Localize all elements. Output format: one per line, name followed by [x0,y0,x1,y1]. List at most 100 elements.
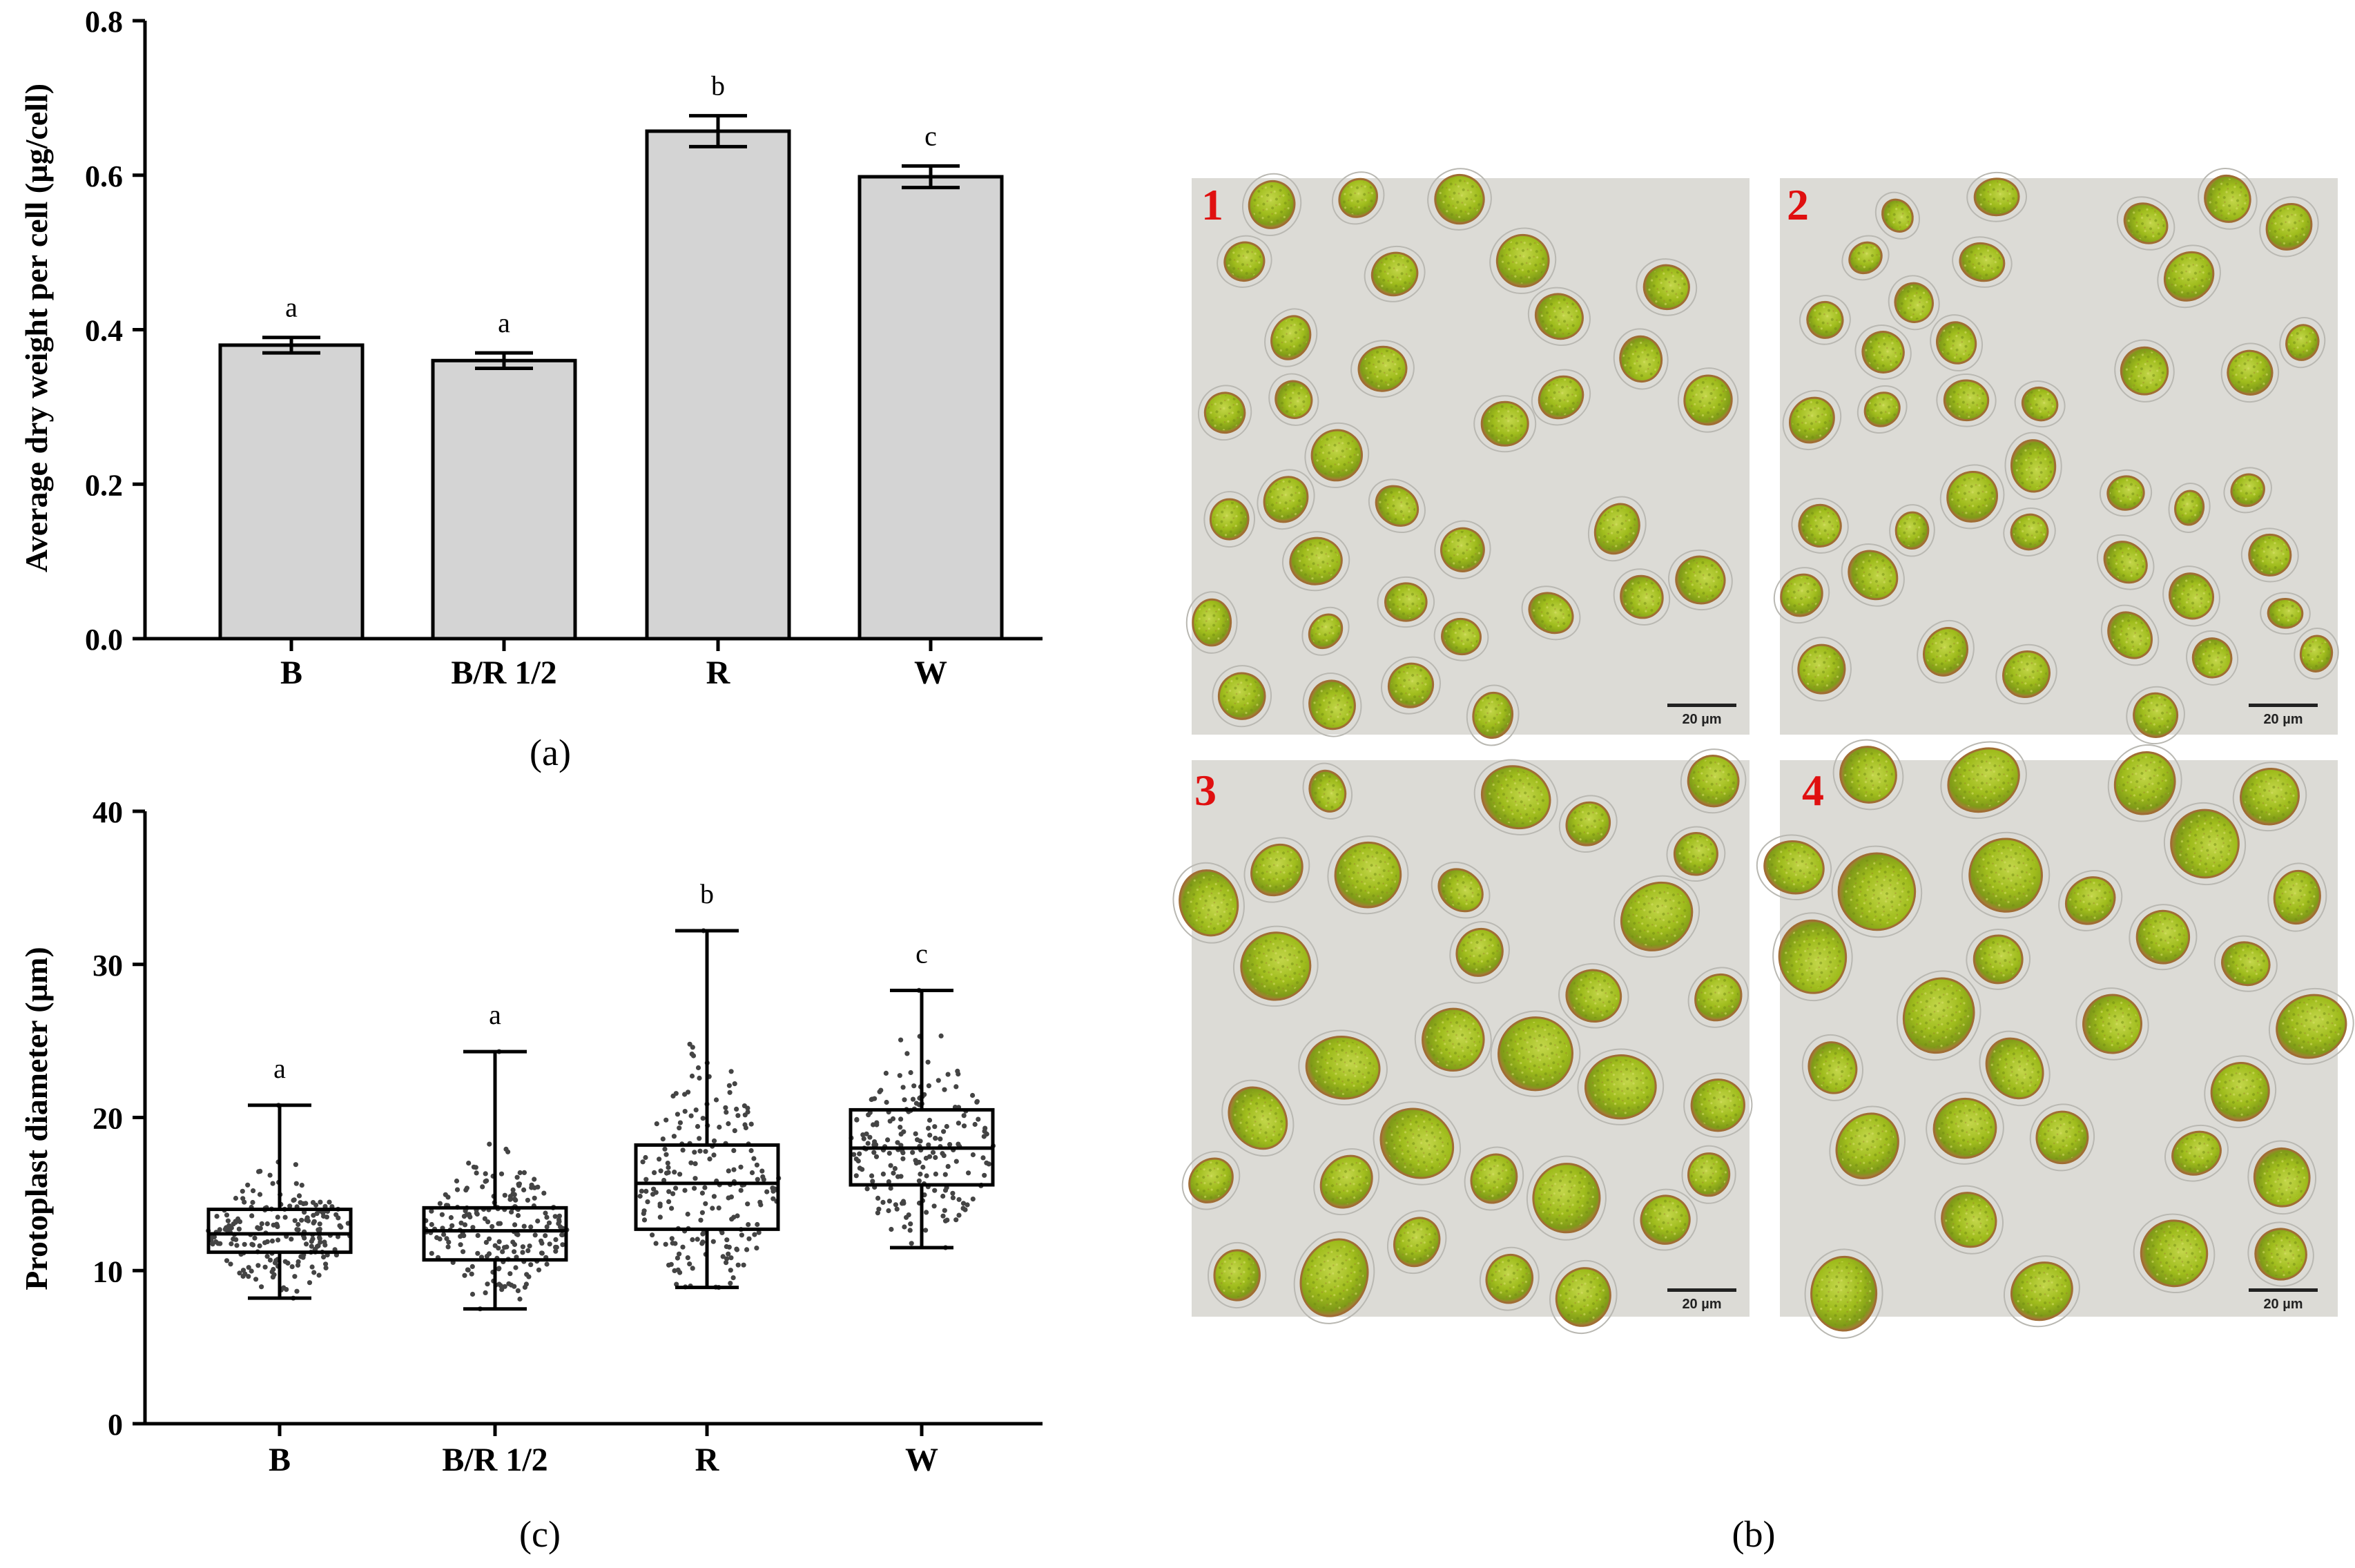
chart-c-data-point [513,1265,519,1270]
chart-c-data-point [944,1123,949,1130]
chart-c-data-point [854,1117,860,1123]
cell-texture [1227,244,1262,279]
chart-c-data-point [880,1171,886,1177]
cell-texture [1698,977,1738,1018]
chart-c-data-point [257,1192,263,1197]
chart-c-data-point [214,1214,220,1219]
chart-c-data-point [972,1121,978,1127]
algae-cell [2004,432,2062,500]
chart-c-data-point [475,1232,481,1238]
chart-c-data-point [902,1224,907,1230]
cell-texture [2118,755,2171,811]
cell-texture [2006,654,2047,695]
chart-c-data-point [885,1137,891,1143]
algae-cell [1633,1188,1698,1251]
chart-c-data-point [941,1129,947,1134]
cell-wall [1613,568,1671,626]
chart-c-data-point [294,1288,300,1294]
algae-cell [2260,592,2311,635]
algae-cell [2107,744,2182,822]
chart-c-data-point [443,1192,448,1197]
chart-c-data-point [255,1225,260,1230]
chart-c-data-point [666,1165,671,1170]
chart-c-data-point [529,1182,534,1188]
chart-c-data-point [251,1188,256,1194]
cell-texture [1647,268,1687,307]
algae-cell [1804,1248,1883,1339]
chart-c-data-point [512,1192,517,1197]
chart-c-data-point [871,1150,877,1155]
cell-texture [1840,1117,1894,1174]
chart-c-data-point [245,1182,251,1188]
algae-cell [1489,227,1557,294]
chart-a-bars: a a b c [218,70,1004,641]
micrograph-number-3: 3 [1194,766,1217,815]
algae-cell [1479,1246,1540,1311]
algae-cell [1799,295,1851,345]
chart-c-data-point [738,1188,744,1193]
algae-cell [2126,686,2185,745]
chart-c-y-tick-label: 20 [93,1102,123,1136]
chart-c-data-point [927,1154,933,1159]
chart-c-data-point [956,1212,962,1218]
chart-c-data-point [454,1178,460,1184]
algae-cell [1667,549,1733,611]
chart-c-data-point [505,1149,511,1154]
chart-c-data-point [458,1242,463,1248]
chart-c-data-point [716,1206,721,1211]
algae-cell [2247,1140,2317,1215]
cell-texture [1792,400,1832,441]
chart-c-data-point [853,1173,859,1179]
chart-c-data-point [291,1197,297,1203]
chart-c-data-point [233,1237,239,1242]
chart-c-data-point [953,1159,959,1164]
algae-cell [1874,191,1920,240]
cell-texture [1801,648,1842,690]
chart-c-data-point [744,1247,750,1252]
micrograph-3-cells [1172,748,1753,1335]
algae-cell [2133,1213,2216,1294]
chart-c-data-point [756,1230,762,1235]
algae-cell [1203,491,1256,548]
algae-cell [2075,987,2149,1061]
cell-wall [2129,904,2198,971]
chart-c-data-point [749,1170,755,1176]
chart-c-data-point [673,1185,679,1191]
chart-c-data-point [755,1177,760,1182]
cell-wall [1301,606,1350,656]
chart-c-data-point [953,1217,959,1223]
cell-wall [1489,227,1557,294]
cell-texture [1843,750,1893,800]
chart-c-data-point [252,1235,258,1241]
chart-c-data-point [462,1272,467,1278]
algae-cell [1782,389,1842,451]
cell-texture [1537,1168,1596,1228]
chart-c-data-point [728,1281,733,1286]
chart-c-data-point [508,1282,514,1288]
chart-c-data-point [941,1153,947,1159]
chart-c-data-point [970,1152,976,1158]
chart-c-data-point [650,1232,655,1238]
algae-cell [1281,531,1350,592]
chart-c-x-tick-labels: B B/R 1/2 R W [269,1424,938,1478]
cell-texture [1542,378,1580,416]
chart-c-data-point [692,1161,698,1166]
algae-cell [2240,527,2299,583]
chart-c-data-point [672,1170,677,1175]
chart-c-data-point [748,1148,754,1154]
chart-c-data-point [974,1098,980,1104]
algae-cell [1791,497,1849,554]
chart-c-data-point [485,1219,491,1225]
chart-c-data-point [324,1214,329,1220]
chart-c-data-point [692,1176,698,1181]
chart-a-x-tick-label: B/R 1/2 [451,655,556,691]
chart-c-data-point [960,1206,966,1211]
cell-texture [1977,181,2017,213]
chart-c-y-tick-label: 0 [108,1408,123,1442]
chart-c-data-point [304,1217,309,1223]
algae-cell [2003,1255,2080,1328]
cell-wall [1930,314,1983,371]
chart-c-data-point [482,1216,488,1221]
algae-cell [2157,244,2221,309]
cell-texture [1315,433,1359,478]
